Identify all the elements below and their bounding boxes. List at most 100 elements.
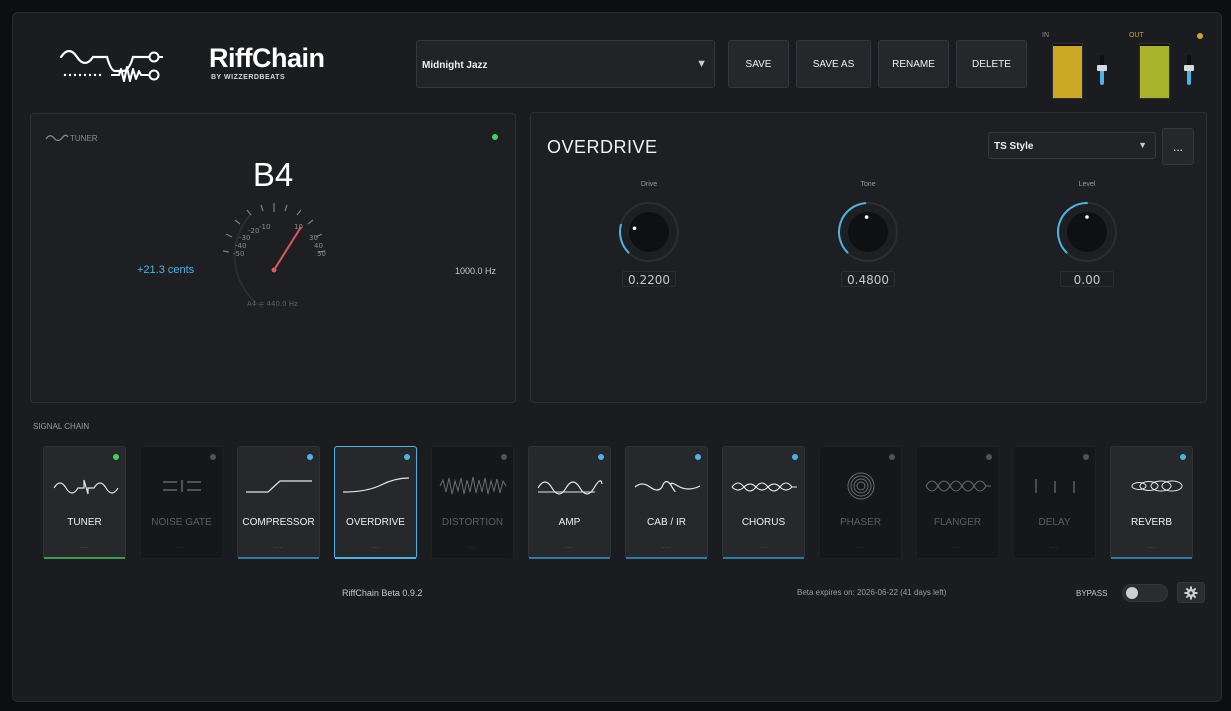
module-status-dot[interactable] [404,454,410,460]
drive-value[interactable]: 0.2200 [622,271,676,287]
module-options-button[interactable]: ... [662,543,671,550]
module-status-dot[interactable] [501,454,507,460]
tone-value[interactable]: 0.4800 [841,271,895,287]
noise-gate-icon [163,480,201,492]
chain-module-flanger[interactable]: FLANGER ... [916,446,999,559]
module-name: OVERDRIVE [346,517,405,528]
knob-arc [1057,202,1088,254]
tuner-scale-label: -10 [259,223,270,231]
tuner-label: TUNER [70,134,98,143]
output-gain-handle[interactable] [1184,65,1194,71]
chain-module-overdrive[interactable]: OVERDRIVE ... [334,446,417,559]
module-options-button[interactable]: ... [468,543,477,550]
chain-module-noise-gate[interactable]: NOISE GATE ... [140,446,223,559]
chorus-wave-icon [731,482,797,492]
tuner-gauge: -50 -40 -30 -20 -10 10 30 40 50 A4 = 440… [211,196,341,321]
module-name: TUNER [67,517,102,528]
tone-knob[interactable] [837,201,899,263]
bypass-label: BYPASS [1076,589,1108,598]
chain-module-amp[interactable]: AMP ... [528,446,611,559]
module-status-dot[interactable] [1083,454,1089,460]
save-as-button[interactable]: SAVE AS [796,40,871,88]
input-label: IN [1042,32,1049,39]
module-options-button[interactable]: ... [274,543,283,550]
module-status-dot[interactable] [598,454,604,460]
chain-module-distortion[interactable]: DISTORTION ... [431,446,514,559]
module-status-dot[interactable] [1180,454,1186,460]
chain-module-reverb[interactable]: REVERB ... [1110,446,1193,559]
knob-label: Tone [860,181,876,188]
knob-pointer [1085,215,1089,219]
level-knob[interactable] [1056,201,1118,263]
chain-module-chorus[interactable]: CHORUS ... [722,446,805,559]
save-button[interactable]: SAVE [728,40,789,88]
chevron-down-icon: ▼ [696,58,707,70]
preset-select[interactable]: Midnight Jazz ▼ [416,40,715,88]
module-options-button[interactable]: ... [953,543,962,550]
module-options-button[interactable]: ... [1147,543,1156,550]
tuner-needle [273,226,302,271]
module-status-dot[interactable] [792,454,798,460]
module-name: REVERB [1130,517,1173,528]
module-name: CAB / IR [647,517,686,528]
module-options-button[interactable]: ... [1050,543,1059,550]
input-gain-slider[interactable] [1097,55,1107,85]
module-status-dot[interactable] [307,454,313,460]
tuner-scale-label: -50 [233,250,244,258]
module-options-button[interactable]: ... [177,543,186,550]
module-options-button[interactable]: ... [371,543,380,550]
knob-arc [838,202,867,254]
distortion-wave-icon [439,476,507,495]
chain-module-compressor[interactable]: COMPRESSOR ... [237,446,320,559]
bypass-toggle[interactable] [1122,584,1168,602]
tuner-cents: +21.3 cents [137,264,195,276]
knob-label: Level [1078,181,1096,188]
module-options-button[interactable]: ... [759,543,768,550]
module-status-dot[interactable] [986,454,992,460]
tuner-reference: A4 = 440.0 Hz [247,300,298,308]
module-name: NOISE GATE [151,517,212,528]
tuner-panel: TUNER B4 -5 [30,113,516,403]
input-meter-level [1053,46,1082,98]
tuner-wave-icon [53,479,119,495]
knob-pointer [864,215,869,219]
bypass-toggle-thumb [1126,587,1138,599]
effect-style-select[interactable]: TS Style ▼ [988,132,1156,159]
effect-title: OVERDRIVE [547,137,658,157]
module-status-dot[interactable] [695,454,701,460]
logo-title: RiffChain [209,43,325,73]
module-name: COMPRESSOR [242,517,315,528]
module-status-dot[interactable] [210,454,216,460]
chain-module-tuner[interactable]: TUNER ... [43,446,126,559]
module-options-button[interactable]: ... [856,543,865,550]
module-name: PHASER [839,517,882,528]
module-options-button[interactable]: ... [565,543,574,550]
rename-button[interactable]: RENAME [878,40,949,88]
tuner-scale-label: 30 [309,234,318,242]
settings-button[interactable] [1177,582,1205,603]
module-status-dot[interactable] [889,454,895,460]
input-gain-handle[interactable] [1097,65,1107,71]
delete-button[interactable]: DELETE [956,40,1027,88]
logo-subtitle: BY WIZZERDBEATS [211,74,286,81]
signal-chain-label: SIGNAL CHAIN [33,422,90,431]
effect-panel: OVERDRIVE TS Style ▼ ... Drive 0.2200 To… [530,112,1207,403]
knob-label: Drive [640,181,658,188]
effect-style-value: TS Style [994,141,1034,152]
chevron-down-icon: ▼ [1138,140,1147,150]
beta-expiry-label: Beta expires on: 2026-06-22 (41 days lef… [797,588,947,597]
effect-more-button[interactable]: ... [1162,128,1194,165]
chain-module-cab-ir[interactable]: CAB / IR ... [625,446,708,559]
module-status-dot[interactable] [113,454,119,460]
output-gain-slider[interactable] [1184,55,1194,85]
logo-wave-icon [59,49,163,82]
tuner-scale-label: -40 [235,242,246,250]
preset-select-value: Midnight Jazz [422,60,488,71]
logo: RiffChain BY WIZZERDBEATS [59,43,325,83]
tuner-status-dot [492,134,498,140]
module-options-button[interactable]: ... [80,543,89,550]
level-value[interactable]: 0.00 [1060,271,1114,287]
chain-module-delay[interactable]: DELAY ... [1013,446,1096,559]
drive-knob[interactable] [618,201,680,263]
chain-module-phaser[interactable]: PHASER ... [819,446,902,559]
